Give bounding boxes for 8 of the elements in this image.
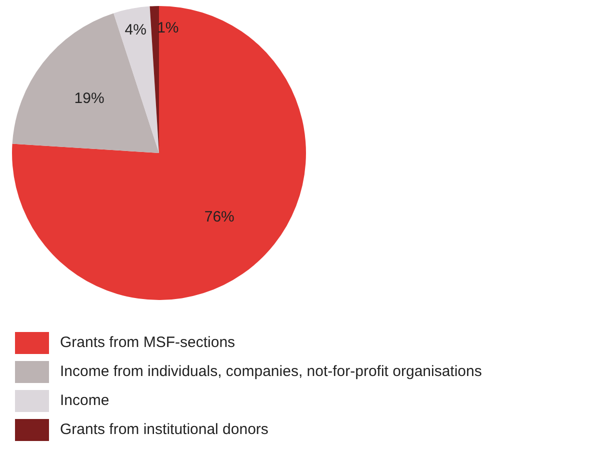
legend-label: Grants from institutional donors — [60, 421, 268, 438]
data-label: 19% — [74, 90, 104, 108]
data-label: 76% — [204, 208, 234, 226]
legend-label: Income — [60, 392, 110, 409]
data-label: 4% — [124, 21, 146, 38]
data-label: 1% — [157, 19, 179, 36]
legend-label: Grants from MSF-sections — [60, 334, 236, 351]
legend-label: Income from individuals, companies, not-for-profit organisations — [60, 363, 482, 380]
